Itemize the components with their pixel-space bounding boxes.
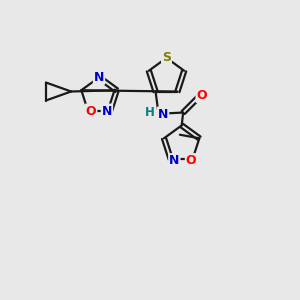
Text: O: O — [86, 104, 96, 118]
Text: O: O — [186, 154, 196, 167]
Text: N: N — [169, 154, 179, 167]
Text: O: O — [196, 89, 207, 102]
Text: N: N — [158, 107, 168, 121]
Text: H: H — [145, 106, 155, 119]
Text: S: S — [162, 51, 171, 64]
Text: N: N — [94, 71, 104, 84]
Text: N: N — [102, 104, 112, 118]
